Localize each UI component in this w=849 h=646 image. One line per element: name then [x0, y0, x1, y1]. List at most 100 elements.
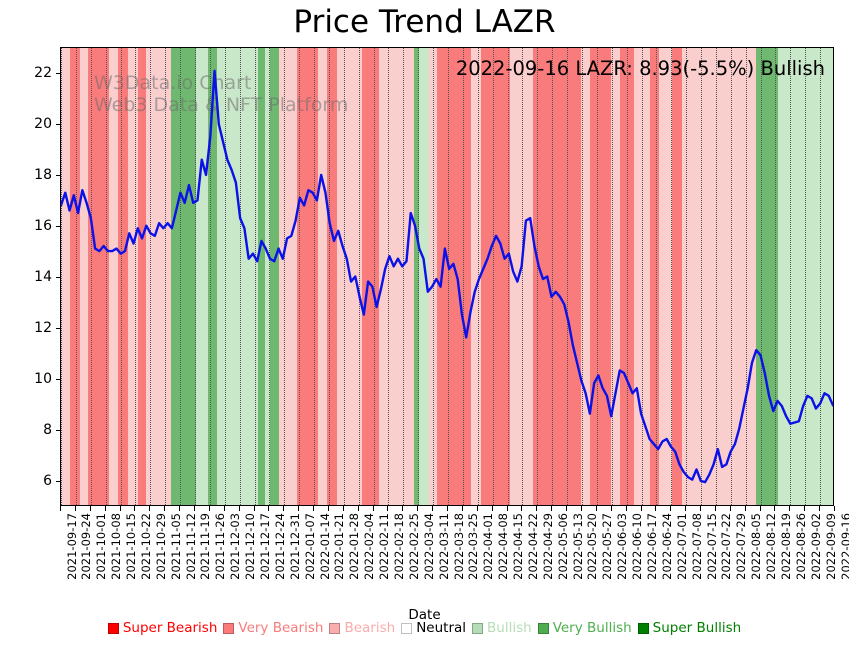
sentiment-band-bearish [681, 48, 757, 505]
x-tick-label: 2022-04-29 [540, 513, 555, 580]
y-tick-label: 12 [34, 319, 52, 336]
gridline-vertical [775, 48, 777, 505]
y-tick-label: 10 [34, 370, 52, 387]
gridline-vertical [209, 48, 211, 505]
x-tick-label: 2022-08-05 [749, 513, 764, 580]
sentiment-band-bearish [317, 48, 328, 505]
x-tick-label: 2022-09-16 [838, 513, 849, 580]
y-tick-label: 6 [43, 472, 52, 489]
sentiment-band-very-bullish [257, 48, 265, 505]
legend-item-label: Bearish [344, 620, 396, 636]
legend-swatch-icon [107, 622, 119, 634]
x-tick-mark [700, 506, 702, 511]
x-tick-mark [491, 506, 493, 511]
x-tick-mark [402, 506, 404, 511]
gridline-vertical [403, 48, 405, 505]
x-tick-mark [536, 506, 538, 511]
gridline-vertical [61, 48, 62, 505]
x-tick-mark [313, 506, 315, 511]
gridline-vertical [135, 48, 137, 505]
sentiment-band-bearish [471, 48, 481, 505]
legend-item[interactable]: Neutral [398, 620, 469, 636]
x-tick-label: 2022-09-09 [823, 513, 838, 580]
gridline-vertical [730, 48, 732, 505]
legend-item[interactable]: Super Bearish [105, 620, 221, 636]
x-tick-label: 2022-06-10 [630, 513, 645, 580]
legend-item-label: Super Bearish [122, 620, 218, 636]
gridline-layer [61, 48, 833, 505]
x-tick-mark [164, 506, 166, 511]
x-tick-label: 2022-03-04 [421, 513, 436, 580]
x-tick-label: 2022-04-01 [481, 513, 496, 580]
x-tick-mark [655, 506, 657, 511]
sentiment-band-very-bullish [208, 48, 217, 505]
sentiment-band-very-bearish [118, 48, 129, 505]
x-tick-mark [819, 506, 821, 511]
x-tick-label: 2021-09-17 [64, 513, 79, 580]
gridline-vertical [314, 48, 316, 505]
gridline-vertical [105, 48, 107, 505]
x-tick-label: 2022-01-14 [317, 513, 332, 580]
x-tick-mark [447, 506, 448, 511]
gridline-vertical [165, 48, 167, 505]
y-tick-label: 8 [43, 421, 52, 438]
y-tick-mark [56, 123, 60, 125]
x-tick-label: 2022-07-01 [674, 513, 689, 580]
gridline-vertical [820, 48, 822, 505]
x-tick-label: 2021-09-24 [79, 513, 94, 580]
x-tick-label: 2021-11-19 [198, 513, 213, 580]
x-tick-label: 2022-08-12 [764, 513, 779, 580]
sentiment-band-very-bearish [672, 48, 682, 505]
x-tick-label: 2021-11-12 [183, 513, 198, 580]
legend-swatch-icon [537, 622, 549, 634]
x-tick-label: 2022-01-28 [347, 513, 362, 580]
gridline-vertical [686, 48, 688, 505]
x-tick-label: 2022-05-13 [570, 513, 585, 580]
y-tick-label: 22 [34, 64, 52, 81]
gridline-vertical [269, 48, 271, 505]
legend-item[interactable]: Super Bullish [635, 620, 745, 636]
sentiment-band-very-bullish [269, 48, 280, 505]
legend-item[interactable]: Bullish [469, 620, 535, 636]
x-tick-mark [774, 506, 776, 511]
legend-item[interactable]: Bearish [326, 620, 398, 636]
y-tick-mark [56, 174, 60, 176]
gridline-vertical [581, 48, 583, 505]
x-tick-label: 2021-12-10 [243, 513, 258, 580]
x-tick-label: 2022-05-20 [585, 513, 600, 580]
x-tick-mark [387, 506, 389, 511]
x-tick-label: 2022-07-15 [704, 513, 719, 580]
gridline-vertical [701, 48, 703, 505]
x-tick-label: 2021-12-03 [228, 513, 243, 580]
x-tick-mark [461, 506, 463, 511]
legend-item[interactable]: Very Bearish [220, 620, 326, 636]
x-tick-mark [640, 506, 642, 511]
gridline-vertical [790, 48, 792, 505]
gridline-vertical [477, 48, 479, 505]
x-tick-mark [89, 506, 91, 511]
y-tick-label: 20 [34, 115, 52, 132]
gridline-vertical [462, 48, 464, 505]
sentiment-band-bearish [79, 48, 89, 505]
y-tick-label: 18 [34, 166, 52, 183]
x-tick-label: 2022-03-11 [436, 513, 451, 580]
y-tick-mark [56, 429, 60, 431]
x-tick-mark [223, 506, 225, 511]
x-tick-label: 2022-03-18 [451, 513, 466, 580]
x-tick-mark [566, 506, 568, 511]
legend: Super Bearish Very Bearish Bearish Neutral B… [0, 620, 849, 636]
sentiment-band-bullish [195, 48, 209, 505]
gridline-vertical [299, 48, 301, 505]
x-tick-mark [551, 506, 553, 511]
y-tick-mark [56, 378, 60, 380]
y-tick-mark [56, 225, 60, 227]
x-tick-label: 2022-04-15 [511, 513, 526, 580]
x-tick-mark [417, 506, 419, 511]
gridline-vertical [715, 48, 717, 505]
sentiment-band-bearish [128, 48, 139, 505]
legend-item[interactable]: Very Bullish [535, 620, 635, 636]
x-tick-mark [283, 506, 285, 511]
sentiment-band-bearish [610, 48, 620, 505]
sentiment-band-bearish [279, 48, 298, 505]
legend-swatch-icon [637, 622, 649, 634]
